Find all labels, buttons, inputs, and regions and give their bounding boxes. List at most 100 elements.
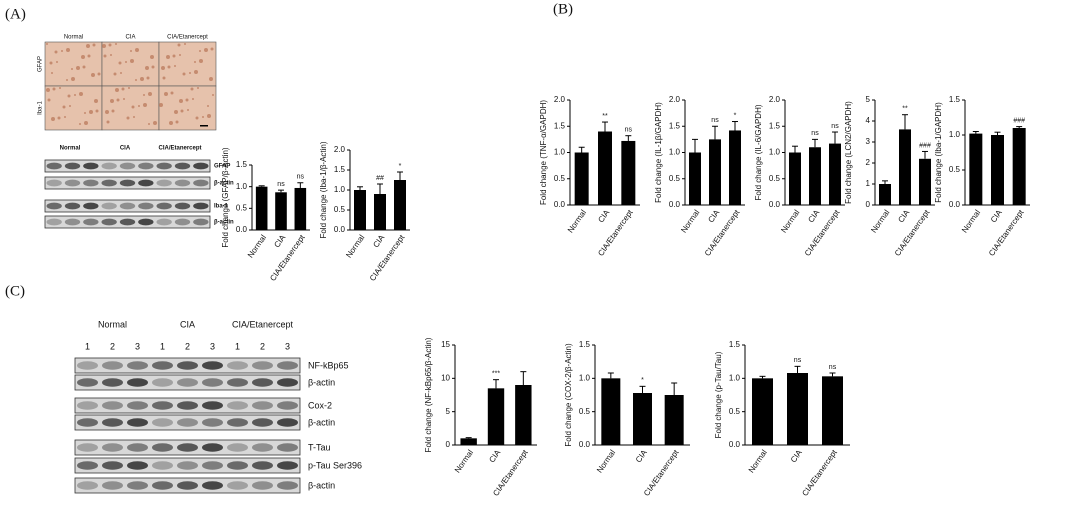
bar <box>969 133 983 205</box>
blot-band <box>227 481 248 490</box>
cell <box>145 66 149 70</box>
blot-band <box>193 179 209 187</box>
blot-band <box>177 461 198 470</box>
blot-band <box>127 361 148 370</box>
y-tick-label: 0.0 <box>949 200 961 209</box>
y-tick-label: 15 <box>441 340 450 349</box>
blot-band <box>252 378 273 387</box>
y-tick-label: 1.0 <box>554 148 566 157</box>
column-label: CIA <box>125 35 135 41</box>
cell <box>51 117 55 121</box>
cell <box>179 99 183 103</box>
cell <box>131 105 135 109</box>
blot-band <box>83 179 99 187</box>
cell <box>106 120 110 124</box>
blot-band <box>202 443 223 452</box>
bar <box>374 194 386 230</box>
cell <box>49 61 53 65</box>
cell <box>126 116 130 120</box>
y-tick-label: 0.0 <box>334 225 346 234</box>
bar <box>822 376 843 445</box>
blot-band <box>177 443 198 452</box>
significance: ### <box>1013 117 1025 124</box>
cell <box>150 55 154 59</box>
lane-label: 3 <box>210 341 215 351</box>
cell <box>51 72 53 74</box>
significance: ns <box>277 181 285 188</box>
blot-band <box>127 443 148 452</box>
blot-band <box>138 218 154 226</box>
cell <box>97 72 101 76</box>
bar <box>752 378 773 445</box>
cell <box>209 77 213 81</box>
bar <box>601 378 621 445</box>
significance: ### <box>919 142 931 149</box>
x-tick-label: Normal <box>747 448 769 474</box>
cell <box>76 66 80 70</box>
cell <box>164 92 168 96</box>
lane-label: 3 <box>285 341 290 351</box>
blot-band <box>127 378 148 387</box>
lane-label: 3 <box>135 341 140 351</box>
cell <box>74 94 76 96</box>
blot-band <box>277 461 298 470</box>
blot-band <box>152 378 173 387</box>
y-axis-label: Fold change (COX-2/β-Actin) <box>564 343 573 447</box>
x-tick-label: CIA <box>989 208 1004 225</box>
blot-label: p-Tau Ser396 <box>308 460 362 470</box>
blot-band <box>193 202 209 210</box>
cell <box>190 87 194 91</box>
blot-band <box>101 218 117 226</box>
blot-band <box>252 401 273 410</box>
blot-band <box>77 401 98 410</box>
cell <box>194 61 196 63</box>
cell <box>130 50 132 52</box>
cell <box>103 54 107 58</box>
blot-band <box>102 481 123 490</box>
cell <box>185 98 189 102</box>
x-tick-label: CIA <box>896 208 911 225</box>
blot-band <box>46 162 62 170</box>
blot-band <box>177 378 198 387</box>
blot-strip <box>44 199 211 213</box>
cell <box>187 109 189 111</box>
blot-label: NF-kBp65 <box>308 360 349 370</box>
y-axis-label: Fold change (GFAP/β-Actin) <box>221 147 230 248</box>
cell <box>146 76 150 80</box>
significance: ns <box>811 130 819 137</box>
y-tick-label: 0.5 <box>769 174 781 183</box>
blot-band <box>227 401 248 410</box>
cell <box>143 103 147 107</box>
cell <box>115 88 119 92</box>
cell <box>116 98 120 102</box>
blot-band <box>202 418 223 427</box>
cell <box>195 116 199 120</box>
panel-label: (A) <box>5 6 26 22</box>
blot-label: β-actin <box>308 480 335 490</box>
y-axis-label: Fold change (IL-6/GAPDH) <box>754 104 763 200</box>
blot-band <box>202 378 223 387</box>
bar <box>664 395 684 445</box>
blot-band <box>64 162 81 170</box>
blot-band <box>152 401 173 410</box>
bar <box>633 393 652 445</box>
y-tick-label: 1.0 <box>729 373 741 382</box>
bar <box>275 192 287 230</box>
blot-band <box>152 418 173 427</box>
bar <box>899 129 911 205</box>
cell <box>199 50 201 52</box>
cell <box>69 105 71 107</box>
bar <box>598 131 612 205</box>
cell <box>121 87 125 91</box>
y-tick-label: 10 <box>441 373 450 382</box>
cell <box>79 92 83 96</box>
panel-label: (C) <box>5 283 25 299</box>
cell <box>52 87 56 91</box>
significance: ** <box>602 113 608 120</box>
cell <box>123 98 125 100</box>
cell <box>71 68 73 70</box>
blot-band <box>102 461 123 470</box>
x-tick-label: CIA <box>706 208 721 225</box>
blot-band <box>252 361 273 370</box>
blot-band <box>252 418 273 427</box>
